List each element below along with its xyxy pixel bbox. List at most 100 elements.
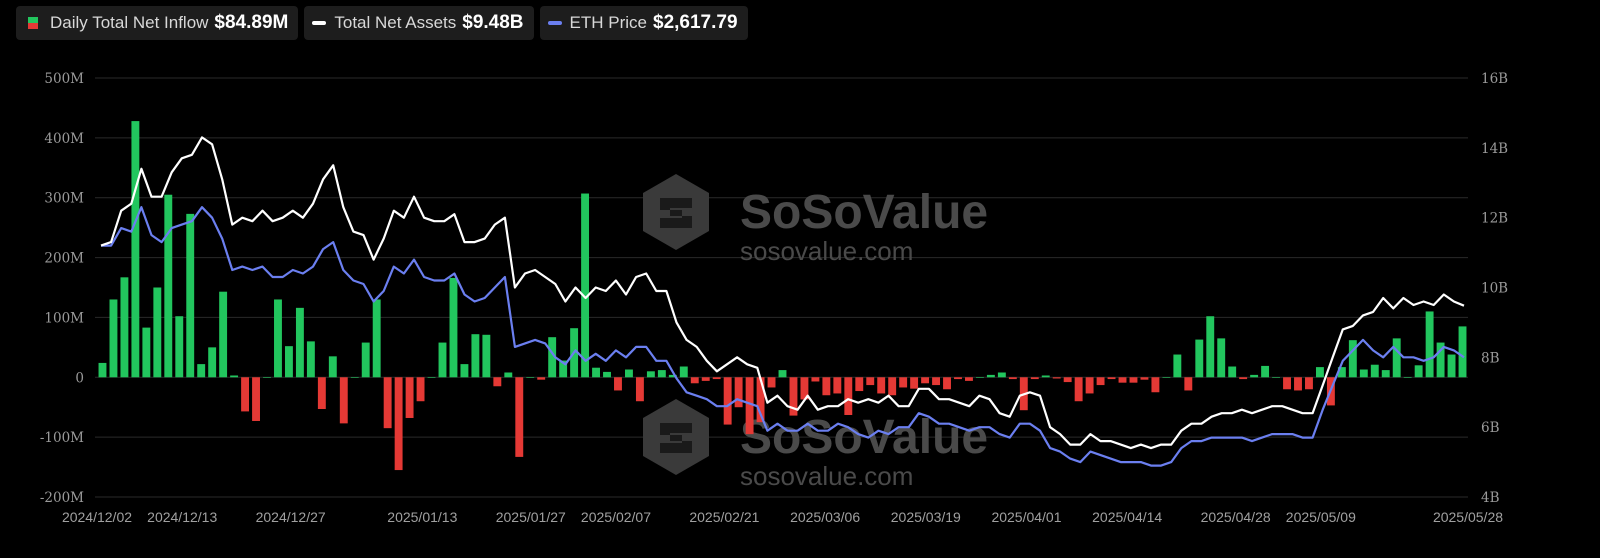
- inflow-bar: [646, 371, 655, 378]
- inflow-bar: [263, 377, 271, 378]
- inflow-bar: [1261, 365, 1270, 378]
- inflow-bar: [756, 377, 765, 423]
- inflow-bar: [109, 299, 118, 378]
- left-tick-label: 400M: [44, 131, 84, 147]
- inflow-bar: [888, 377, 897, 396]
- inflow-bar: [328, 356, 337, 378]
- inflow-bar: [1447, 354, 1456, 378]
- left-tick-label: 100M: [44, 310, 84, 326]
- inflow-bar: [350, 377, 359, 378]
- inflow-bar: [679, 366, 688, 378]
- inflow-bar: [197, 364, 206, 378]
- right-tick-label: 6B: [1481, 420, 1500, 436]
- inflow-bar: [1217, 338, 1226, 378]
- inflow-bar: [1381, 370, 1390, 378]
- legend-item-assets[interactable]: Total Net Assets $9.48B: [304, 6, 534, 40]
- inflow-bar: [1151, 377, 1160, 393]
- inflow-bar: [712, 377, 721, 380]
- total-net-assets-line: [100, 136, 1465, 450]
- inflow-bar: [306, 341, 315, 378]
- inflow-bar: [416, 377, 425, 402]
- inflow-bar: [559, 360, 568, 378]
- inflow-bar: [1228, 366, 1237, 378]
- inflow-bar: [954, 377, 962, 380]
- inflow-bar: [1392, 338, 1401, 378]
- legend-item-inflow[interactable]: Daily Total Net Inflow $84.89M: [16, 6, 299, 40]
- inflow-swatch-icon: [28, 17, 38, 29]
- inflow-bar: [252, 377, 260, 421]
- inflow-bar: [778, 370, 787, 378]
- inflow-bar: [1239, 377, 1248, 380]
- inflow-bar: [405, 377, 414, 418]
- inflow-bar: [1107, 377, 1116, 380]
- inflow-bar: [1348, 340, 1357, 378]
- x-tick-label: 2025/04/14: [1092, 509, 1162, 525]
- x-axis: 2024/12/02 2024/12/13 2024/12/27 2025/01/13…: [62, 509, 1503, 525]
- inflow-bar: [1305, 377, 1313, 390]
- inflow-bar: [723, 377, 732, 425]
- inflow-bar: [1096, 377, 1105, 386]
- inflow-bar: [1359, 369, 1368, 378]
- x-tick-label: 2025/03/06: [790, 509, 860, 525]
- inflow-bar: [274, 299, 282, 378]
- inflow-bar: [153, 287, 162, 378]
- x-tick-label: 2025/02/07: [581, 509, 651, 525]
- inflow-bar: [1414, 365, 1423, 378]
- left-tick-label: 0: [75, 370, 84, 386]
- left-axis: 500M 400M 300M 200M 100M 0 -100M -200M: [40, 71, 84, 506]
- watermark-brand: SoSoValue: [740, 411, 988, 464]
- inflow-bar: [1184, 377, 1193, 391]
- inflow-bar: [504, 372, 513, 378]
- inflow-bar: [635, 377, 644, 402]
- inflow-bar: [592, 367, 600, 378]
- inflow-bar: [624, 369, 633, 378]
- legend: Daily Total Net Inflow $84.89M Total Net…: [16, 6, 748, 40]
- x-tick-label: 2025/05/09: [1286, 509, 1356, 525]
- inflow-bars: [98, 121, 1467, 471]
- inflow-bar: [164, 194, 173, 378]
- inflow-bar: [241, 377, 250, 412]
- inflow-bar: [394, 377, 403, 471]
- x-tick-label: 2025/01/13: [387, 509, 457, 525]
- price-swatch-icon: [547, 21, 562, 25]
- inflow-bar: [548, 337, 557, 378]
- left-tick-label: -100M: [40, 430, 84, 446]
- watermark-brand: SoSoValue: [740, 186, 988, 239]
- inflow-bar: [372, 299, 381, 378]
- x-tick-label: 2024/12/13: [147, 509, 217, 525]
- inflow-bar: [701, 377, 710, 381]
- inflow-bar: [657, 370, 666, 378]
- inflow-bar: [1315, 367, 1324, 378]
- inflow-bar: [844, 377, 853, 415]
- inflow-bar: [1041, 375, 1050, 378]
- inflow-bar: [526, 377, 535, 378]
- inflow-bar: [1008, 377, 1017, 380]
- inflow-bar: [997, 372, 1006, 378]
- inflow-bar: [811, 377, 820, 382]
- inflow-bar: [910, 377, 919, 389]
- inflow-bar: [932, 377, 941, 386]
- assets-swatch-icon: [312, 21, 327, 25]
- inflow-bar: [471, 334, 480, 378]
- inflow-bar: [1425, 311, 1434, 378]
- inflow-bar: [361, 342, 370, 378]
- inflow-bar: [1436, 342, 1445, 378]
- inflow-bar: [339, 377, 348, 424]
- inflow-bar: [603, 371, 611, 378]
- legend-item-price[interactable]: ETH Price $2,617.79: [539, 6, 748, 40]
- inflow-bar: [1403, 377, 1412, 378]
- inflow-bar: [866, 377, 875, 386]
- legend-label-inflow: Daily Total Net Inflow: [50, 13, 209, 32]
- eth-price-line: [101, 206, 1465, 467]
- legend-value-price: $2,617.79: [653, 12, 738, 33]
- inflow-bar: [1118, 377, 1127, 383]
- inflow-bar: [1140, 377, 1149, 380]
- inflow-bar: [460, 364, 469, 378]
- inflow-bar: [142, 327, 151, 378]
- inflow-bar: [614, 377, 622, 391]
- legend-label-assets: Total Net Assets: [334, 13, 457, 32]
- left-tick-label: -200M: [40, 490, 84, 506]
